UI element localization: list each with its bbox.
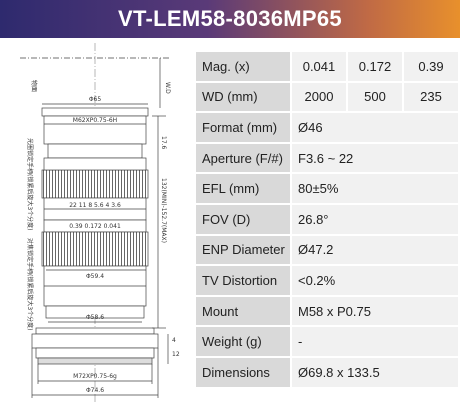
spec-value: 2000 bbox=[290, 80, 348, 114]
spec-value: Ø46 bbox=[290, 111, 460, 144]
mount-len-label: 12 bbox=[172, 351, 180, 358]
spec-row: Dimensions Ø69.8 x 133.5 bbox=[194, 355, 460, 389]
spec-value: 0.39 bbox=[402, 50, 460, 83]
flange-len-label: 4 bbox=[172, 337, 176, 344]
spec-row: Mount M58 x P0.75 bbox=[194, 294, 460, 328]
aperture-lock-label: 光圈锁定手柄(锁紧后旋大3个分度) bbox=[26, 138, 34, 231]
rear-dia-label: Φ74.6 bbox=[86, 387, 104, 394]
spec-row: FOV (D) 26.8° bbox=[194, 202, 460, 236]
aperture-scale: 22 11 8 5.6 4 3.6 bbox=[69, 202, 121, 209]
focus-lock-label: 对焦锁定手柄(锁紧后旋大3个分度) bbox=[26, 238, 34, 331]
spec-row: TV Distortion <0.2% bbox=[194, 264, 460, 297]
spec-row: Aperture (F/#) F3.6 ~ 22 bbox=[194, 141, 460, 175]
spec-label: TV Distortion bbox=[194, 264, 292, 297]
spec-value: 235 bbox=[402, 80, 460, 114]
spec-row: EFL (mm) 80±5% bbox=[194, 172, 460, 205]
spec-value: F3.6 ~ 22 bbox=[290, 141, 460, 175]
wd-label: W.D bbox=[164, 82, 171, 94]
mag-scale: 0.39 0.172 0.041 bbox=[69, 223, 121, 230]
spec-label: Aperture (F/#) bbox=[194, 141, 292, 175]
spec-label: Mag. (x) bbox=[194, 50, 292, 83]
spec-value: 80±5% bbox=[290, 172, 460, 205]
spec-table: Mag. (x) 0.041 0.172 0.39 WD (mm) 2000 500 235 F… bbox=[194, 50, 460, 389]
spec-row: Weight (g) - bbox=[194, 325, 460, 358]
spec-label: ENP Diameter bbox=[194, 233, 292, 267]
spec-value: 500 bbox=[346, 80, 404, 114]
rear-thread-label: M72XP0.75-6g bbox=[73, 373, 117, 380]
front-len-label: 17.6 bbox=[160, 136, 167, 150]
front-dia-label: Φ65 bbox=[89, 96, 102, 103]
spec-value: 0.041 bbox=[290, 50, 348, 83]
front-thread-label: M62XP0.75-6H bbox=[73, 117, 117, 124]
spec-row: ENP Diameter Ø47.2 bbox=[194, 233, 460, 267]
spec-row: WD (mm) 2000 500 235 bbox=[194, 80, 460, 114]
spec-label: FOV (D) bbox=[194, 202, 292, 236]
spec-label: Dimensions bbox=[194, 355, 292, 389]
spec-value: Ø69.8 x 133.5 bbox=[290, 355, 460, 389]
spec-label: Format (mm) bbox=[194, 111, 292, 144]
object-plane-label: 物面 bbox=[30, 80, 38, 92]
header-title: VT-LEM58-8036MP65 bbox=[0, 0, 460, 38]
spec-value: Ø47.2 bbox=[290, 233, 460, 267]
spec-label: Weight (g) bbox=[194, 325, 292, 358]
length-label: 132(MIN)-152.7(MAX) bbox=[160, 178, 167, 243]
spec-row: Mag. (x) 0.041 0.172 0.39 bbox=[194, 50, 460, 83]
lens-drawing: 物面 W.D Φ65 M62XP0.75-6H 17.6 光圈锁定手柄(锁紧后旋… bbox=[20, 43, 180, 403]
spec-value: 26.8° bbox=[290, 202, 460, 236]
dia-body-label: Φ58.6 bbox=[86, 314, 104, 321]
dia-mid-label: Φ59.4 bbox=[86, 273, 104, 280]
spec-label: EFL (mm) bbox=[194, 172, 292, 205]
spec-label: Mount bbox=[194, 294, 292, 328]
spec-value: 0.172 bbox=[346, 50, 404, 83]
spec-row: Format (mm) Ø46 bbox=[194, 111, 460, 144]
spec-value: - bbox=[290, 325, 460, 358]
spec-value: M58 x P0.75 bbox=[290, 294, 460, 328]
spec-label: WD (mm) bbox=[194, 80, 292, 114]
spec-value: <0.2% bbox=[290, 264, 460, 297]
